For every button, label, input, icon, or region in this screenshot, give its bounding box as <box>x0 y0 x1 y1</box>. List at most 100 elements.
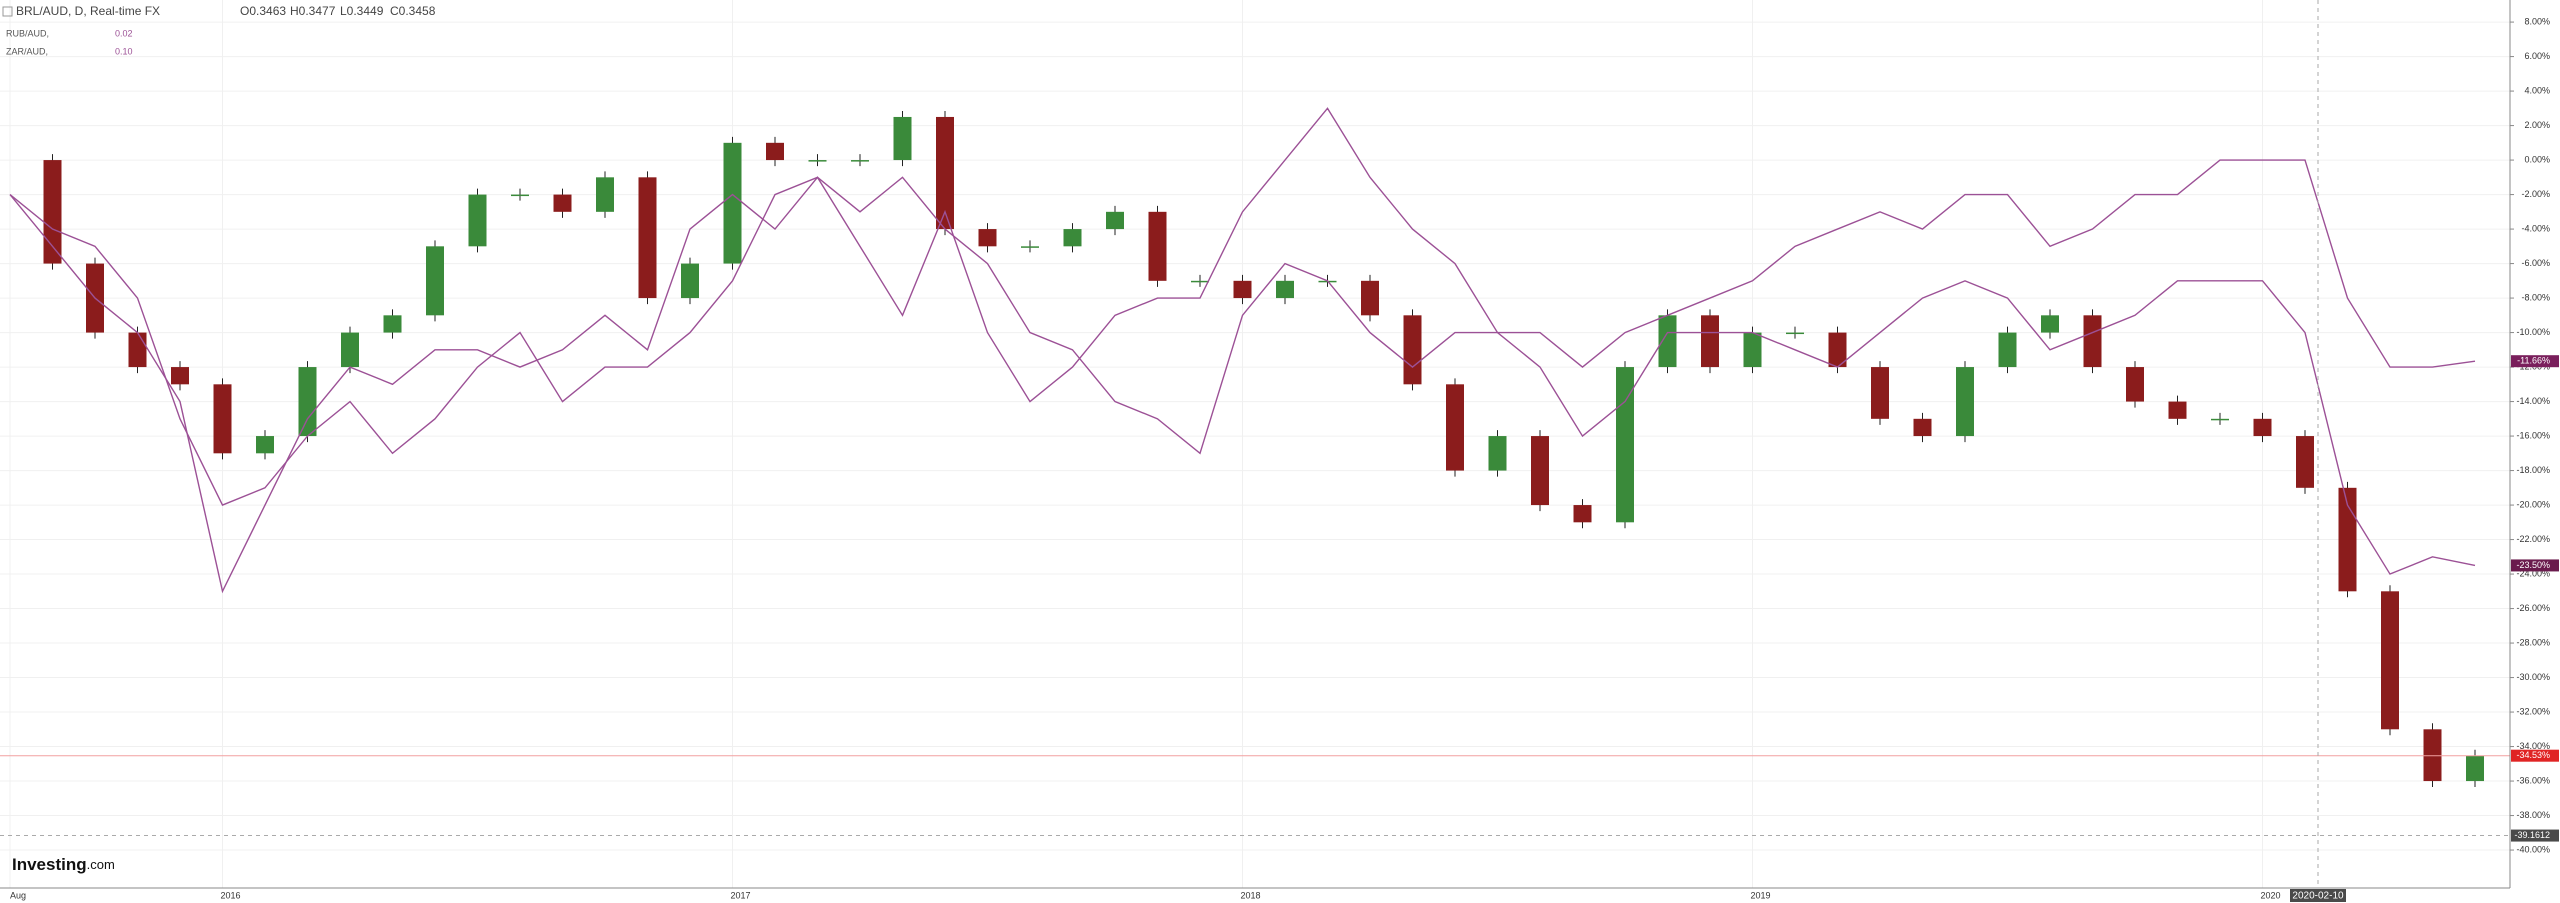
candle-body <box>638 177 657 299</box>
logo-suffix: .com <box>87 857 115 872</box>
x-tick-label: 2020 <box>2260 890 2280 900</box>
legend-value: 0.02 <box>115 28 133 38</box>
last-value-box <box>2511 355 2559 368</box>
y-tick-label: -20.00% <box>2516 499 2550 509</box>
candle-body <box>2296 436 2314 488</box>
y-tick-label: -24.00% <box>2516 568 2550 578</box>
y-tick-label: 6.00% <box>2524 51 2550 61</box>
last-value-label: -11.66% <box>2517 356 2550 366</box>
plot <box>0 107 2510 837</box>
x-tick-label: Aug <box>10 890 26 900</box>
candle-body <box>936 116 954 230</box>
last-value-label: -23.50% <box>2516 560 2550 570</box>
x-tick-label: 2018 <box>1240 890 1260 900</box>
y-tick-label: -6.00% <box>2521 258 2550 268</box>
candle-body <box>553 194 572 212</box>
candle-body <box>2466 755 2484 782</box>
low: L0.3449 <box>340 4 384 18</box>
candle-body <box>766 142 784 161</box>
candle-body <box>1106 211 1124 230</box>
candle-body <box>851 160 869 162</box>
candle-body <box>1956 367 1974 437</box>
series-line <box>9 107 2476 594</box>
y-tick-label: -2.00% <box>2521 189 2550 199</box>
candle-body <box>723 142 742 264</box>
candle-body <box>256 436 274 454</box>
close: C0.3458 <box>390 4 436 18</box>
candle-body <box>1191 280 1209 283</box>
candle-body <box>2041 315 2059 333</box>
crosshair-y-label: -39.1612 <box>2514 830 2550 840</box>
crosshair-date-box <box>2290 889 2346 902</box>
candle-body <box>893 116 912 161</box>
candle-body <box>2211 418 2229 421</box>
legend-name: ZAR/AUD, <box>6 46 48 56</box>
candle-body <box>171 367 189 385</box>
candle-body <box>2381 591 2399 730</box>
candle-body <box>1658 315 1677 368</box>
candle-body <box>213 384 232 454</box>
candle-body <box>298 367 317 437</box>
y-tick-label: -18.00% <box>2516 465 2550 475</box>
y-tick-label: -40.00% <box>2516 844 2550 854</box>
candle-body <box>681 263 699 299</box>
y-tick-label: 8.00% <box>2524 16 2550 26</box>
candle-body <box>128 332 147 368</box>
last-value-box <box>2511 749 2559 762</box>
y-tick-label: -32.00% <box>2516 706 2550 716</box>
y-tick-label: -34.00% <box>2516 741 2550 751</box>
candle-body <box>426 246 444 316</box>
candle-body <box>2126 367 2144 402</box>
candle-body <box>1701 315 1719 368</box>
candle-body <box>1743 332 1762 368</box>
last-value-label: -34.53% <box>2516 750 2550 760</box>
y-tick-label: -10.00% <box>2516 327 2550 337</box>
candle-body <box>1786 332 1804 335</box>
candle-body <box>341 332 359 368</box>
x-tick-label: 2016 <box>220 890 240 900</box>
y-tick-label: 4.00% <box>2524 85 2550 95</box>
series-line <box>9 176 2476 575</box>
candle-body <box>1403 315 1422 385</box>
y-tick-label: -30.00% <box>2516 672 2550 682</box>
candle-body <box>2083 315 2102 368</box>
candle-body <box>383 315 402 333</box>
y-tick-label: -8.00% <box>2521 292 2550 302</box>
y-tick-label: -22.00% <box>2516 534 2550 544</box>
candle-body <box>808 160 827 162</box>
axes: 8.00% 6.00% 4.00% 2.00% 0.00% -2.00% -4.00% -6.… <box>10 16 2559 900</box>
legend-value: 0.10 <box>115 46 133 56</box>
y-tick-label: -14.00% <box>2516 396 2550 406</box>
y-tick-label: -38.00% <box>2516 810 2550 820</box>
candle-body <box>1573 505 1592 523</box>
grid <box>0 0 2510 888</box>
candle-body <box>978 229 997 247</box>
y-tick-label: 0.00% <box>2524 154 2550 164</box>
logo: Investing.com <box>12 855 115 874</box>
crosshair-date: 2020-02-10 <box>2292 891 2344 902</box>
crosshair-y-box <box>2511 829 2559 842</box>
collapse-icon[interactable] <box>2 6 13 17</box>
candle-body <box>1063 229 1082 247</box>
candle-body <box>1233 280 1252 299</box>
candle-body <box>1998 332 2017 368</box>
candle-body <box>2168 401 2187 419</box>
last-value-box <box>2511 559 2559 572</box>
y-tick-label: -36.00% <box>2516 775 2550 785</box>
logo-main: Investing <box>12 855 87 874</box>
y-tick-label: 2.00% <box>2524 120 2550 130</box>
y-tick-label: -26.00% <box>2516 603 2550 613</box>
candle-body <box>1913 418 1932 437</box>
legend-name: RUB/AUD, <box>6 28 49 38</box>
candle-body <box>1276 280 1294 299</box>
high: H0.3477 <box>290 4 336 18</box>
candle-body <box>1871 367 1889 419</box>
candle-body <box>1446 384 1464 471</box>
candle-body <box>43 160 62 264</box>
y-tick-label: -28.00% <box>2516 637 2550 647</box>
candle-body <box>468 194 487 247</box>
chart-title: BRL/AUD, D, Real-time FX <box>16 4 160 18</box>
